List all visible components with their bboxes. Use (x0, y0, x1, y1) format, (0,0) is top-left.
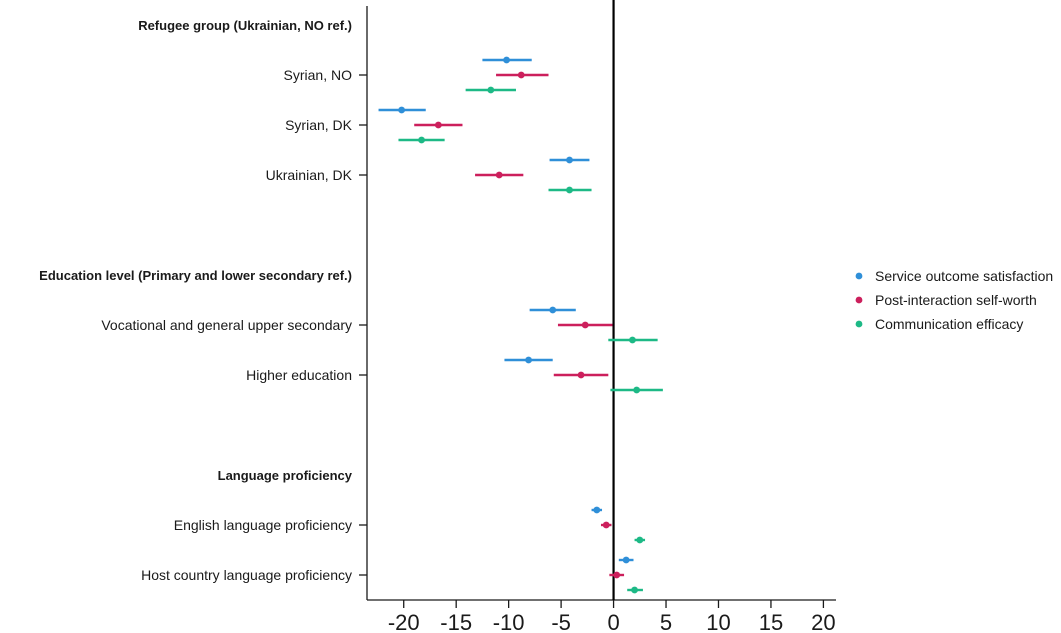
estimate-point (629, 336, 636, 344)
x-tick-label: 5 (660, 610, 672, 633)
x-tick-label: 20 (811, 610, 835, 633)
estimate-point (631, 586, 638, 594)
group-header: Refugee group (Ukrainian, NO ref.) (138, 18, 352, 33)
estimate-point (487, 86, 495, 94)
plot-area: -20 -15 -10 -5 0 5 10 15 20 Refugee group (Ukrain… (39, 0, 836, 633)
estimate-point (495, 171, 503, 179)
estimate-point (434, 121, 442, 129)
legend-marker (855, 296, 863, 304)
legend-label: Service outcome satisfaction (875, 268, 1053, 284)
estimate-point (398, 106, 406, 114)
row-label: Host country language proficiency (141, 567, 352, 583)
estimate-point (633, 386, 641, 394)
estimate-point (613, 571, 621, 579)
x-tick-label: -10 (493, 610, 525, 633)
legend-marker (855, 320, 863, 328)
group-header: Language proficiency (218, 468, 353, 483)
estimate-point (517, 71, 525, 79)
row-label: English language proficiency (174, 517, 352, 533)
x-tick-label: 0 (607, 610, 619, 633)
legend: Service outcome satisfaction Post-interac… (855, 268, 1053, 332)
legend-marker (855, 272, 863, 280)
group-header: Education level (Primary and lower secon… (39, 268, 352, 283)
estimate-point (566, 186, 573, 194)
row-label: Syrian, NO (284, 67, 353, 83)
estimate-point (577, 371, 585, 379)
estimate-point (593, 506, 601, 514)
x-tick-label: 15 (759, 610, 783, 633)
estimate-point (581, 321, 589, 329)
x-tick-label: 10 (706, 610, 730, 633)
estimate-point (566, 156, 573, 164)
estimate-point (418, 136, 425, 144)
estimate-point (636, 536, 644, 544)
x-tick-label: -15 (440, 610, 472, 633)
estimate-point (525, 356, 532, 364)
estimate-point (602, 521, 610, 529)
estimate-point (622, 556, 630, 564)
estimate-point (549, 306, 557, 314)
legend-label: Post-interaction self-worth (875, 292, 1037, 308)
row-label: Ukrainian, DK (266, 167, 353, 183)
estimate-point (503, 56, 510, 64)
x-tick-label: -5 (551, 610, 571, 633)
legend-label: Communication efficacy (875, 316, 1023, 332)
row-label: Syrian, DK (285, 117, 353, 133)
row-label: Higher education (246, 367, 352, 383)
x-tick-label: -20 (388, 610, 420, 633)
row-label: Vocational and general upper secondary (101, 317, 352, 333)
